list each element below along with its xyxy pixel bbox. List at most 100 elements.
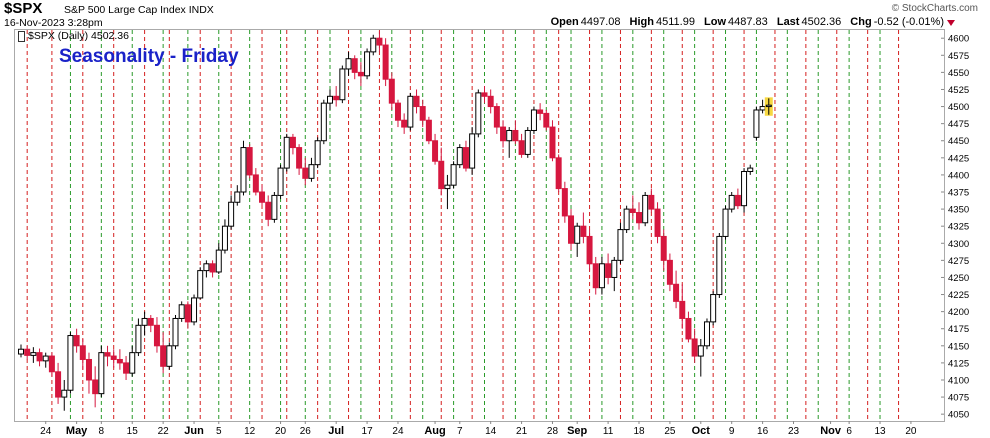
candle-body <box>36 352 43 362</box>
candle-body <box>598 263 605 289</box>
x-tick-label: 6 <box>846 426 852 437</box>
candle-body <box>339 68 346 101</box>
candle-body <box>734 194 741 207</box>
candle-body <box>265 201 272 220</box>
candle-body <box>345 58 352 70</box>
candle-body <box>172 317 179 347</box>
candle-body <box>394 102 401 121</box>
legend-label: $SPX (Daily) 4502.36 <box>28 30 129 42</box>
candle-body <box>351 58 358 73</box>
candle-body <box>666 259 673 285</box>
candle-body <box>660 235 667 261</box>
x-tick-label: 20 <box>275 426 287 437</box>
x-tick-label: Jul <box>328 425 344 437</box>
chg-down-arrow-icon <box>947 20 955 26</box>
candle-body <box>592 263 599 289</box>
candle-body <box>728 194 735 210</box>
candle-body <box>123 362 130 374</box>
low-label: Low <box>704 16 727 28</box>
candle-body <box>716 235 723 296</box>
candle-body <box>623 208 630 231</box>
x-tick-label: Aug <box>424 425 445 437</box>
candle-body <box>512 129 519 142</box>
candle-body <box>320 102 327 142</box>
candle-body <box>530 109 537 131</box>
ticker-symbol: $SPX <box>4 0 43 17</box>
stockcharts-watermark: © StockCharts.com <box>891 3 978 14</box>
candle-body <box>765 104 772 108</box>
x-tick-label: 20 <box>905 426 917 437</box>
candle-body <box>555 157 562 190</box>
plot-frame <box>14 29 945 422</box>
candle-body <box>747 167 754 172</box>
candle-body <box>506 129 513 142</box>
candle-body <box>382 44 389 80</box>
candle-body <box>308 164 315 179</box>
candle-body <box>605 263 612 278</box>
y-tick-label: 4200 <box>948 307 969 318</box>
last-label: Last <box>776 16 800 28</box>
y-tick-label: 4325 <box>948 222 969 233</box>
candle-body <box>191 297 198 323</box>
candle-body <box>450 164 457 186</box>
candle-body <box>184 304 191 323</box>
candle-body <box>438 160 445 190</box>
candle-body <box>462 147 469 169</box>
candle-body <box>246 147 253 176</box>
candle-body <box>333 95 340 101</box>
candle-body <box>79 345 86 360</box>
candle-body <box>55 371 62 398</box>
candle-body <box>259 191 266 203</box>
y-tick-label: 4275 <box>948 256 969 267</box>
candle-body <box>469 133 476 169</box>
candle-body <box>586 235 593 265</box>
x-tick-label: 25 <box>664 426 676 437</box>
x-tick-label: Sep <box>567 425 587 437</box>
y-tick-label: 4425 <box>948 153 969 164</box>
candle-body <box>537 109 544 114</box>
candle-body <box>753 109 760 138</box>
candle-body <box>524 129 531 155</box>
high-value: 4511.99 <box>656 16 695 28</box>
x-tick-label: Jun <box>184 425 204 437</box>
candle-body <box>654 208 661 237</box>
candle-body <box>92 379 99 395</box>
candle-body <box>642 194 649 224</box>
candle-body <box>722 208 729 237</box>
candle-body <box>697 345 704 357</box>
candle-body <box>691 338 698 357</box>
candle-body <box>277 167 284 196</box>
company-name: S&P 500 Large Cap Index INDX <box>64 4 214 16</box>
candle-body <box>104 352 111 357</box>
candle-body <box>166 345 173 367</box>
candle-legend-icon <box>18 30 25 42</box>
last-value: 4502.36 <box>801 16 842 28</box>
candle-body <box>209 263 216 273</box>
candle-body <box>110 355 117 360</box>
x-tick-label: Oct <box>692 425 711 437</box>
candle-body <box>197 270 204 299</box>
candle-body <box>302 167 309 179</box>
candle-body <box>30 352 37 356</box>
candle-body <box>85 358 92 381</box>
candle-body <box>388 78 395 104</box>
candle-body <box>228 201 235 227</box>
x-tick-label: 28 <box>547 426 559 437</box>
candle-body <box>18 348 24 355</box>
candle-body <box>48 355 55 373</box>
x-tick-label: 5 <box>216 426 222 437</box>
candle-body <box>221 225 228 251</box>
x-tick-label: 7 <box>457 426 463 437</box>
high-label: High <box>629 16 654 28</box>
candle-body <box>203 263 210 272</box>
x-tick-label: 24 <box>392 426 404 437</box>
candle-body <box>283 136 290 169</box>
candle-body <box>314 140 321 166</box>
candle-body <box>178 304 185 319</box>
x-tick-label: 9 <box>729 426 735 437</box>
candle-body <box>271 194 278 220</box>
y-tick-label: 4175 <box>948 324 969 335</box>
x-tick-label: 14 <box>485 426 497 437</box>
candle-body <box>444 184 451 190</box>
